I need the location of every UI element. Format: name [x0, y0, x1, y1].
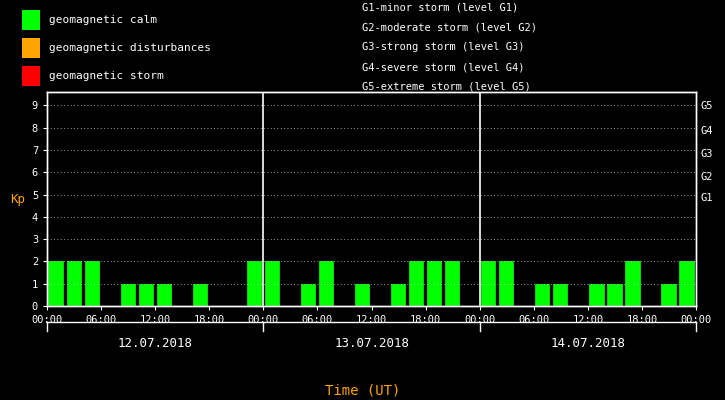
Bar — [589, 284, 605, 306]
Bar — [391, 284, 406, 306]
Text: G1-minor storm (level G1): G1-minor storm (level G1) — [362, 3, 519, 13]
Text: 13.07.2018: 13.07.2018 — [334, 338, 409, 350]
Text: G5-extreme storm (level G5): G5-extreme storm (level G5) — [362, 82, 531, 92]
Bar — [85, 262, 100, 306]
Bar — [679, 262, 695, 306]
Text: Kp: Kp — [10, 192, 25, 206]
Bar — [49, 262, 64, 306]
Text: geomagnetic calm: geomagnetic calm — [49, 15, 157, 25]
Text: G2-moderate storm (level G2): G2-moderate storm (level G2) — [362, 22, 537, 32]
Text: G4-severe storm (level G4): G4-severe storm (level G4) — [362, 62, 525, 72]
Text: geomagnetic storm: geomagnetic storm — [49, 71, 163, 81]
Bar — [661, 284, 676, 306]
Bar — [445, 262, 460, 306]
Bar — [553, 284, 568, 306]
Bar — [193, 284, 208, 306]
Bar — [247, 262, 262, 306]
Bar — [138, 284, 154, 306]
Bar — [22, 66, 40, 86]
Bar — [535, 284, 550, 306]
Bar — [427, 262, 442, 306]
Text: 14.07.2018: 14.07.2018 — [550, 338, 626, 350]
Text: geomagnetic disturbances: geomagnetic disturbances — [49, 43, 210, 53]
Bar — [499, 262, 515, 306]
Bar — [625, 262, 641, 306]
Bar — [608, 284, 623, 306]
Bar — [22, 10, 40, 30]
Bar — [319, 262, 334, 306]
Text: 12.07.2018: 12.07.2018 — [117, 338, 193, 350]
Bar — [67, 262, 82, 306]
Bar — [157, 284, 172, 306]
Bar — [481, 262, 497, 306]
Bar — [301, 284, 316, 306]
Text: G3-strong storm (level G3): G3-strong storm (level G3) — [362, 42, 525, 52]
Bar — [265, 262, 280, 306]
Bar — [22, 38, 40, 58]
Bar — [120, 284, 136, 306]
Bar — [409, 262, 424, 306]
Text: Time (UT): Time (UT) — [325, 383, 400, 397]
Bar — [355, 284, 370, 306]
